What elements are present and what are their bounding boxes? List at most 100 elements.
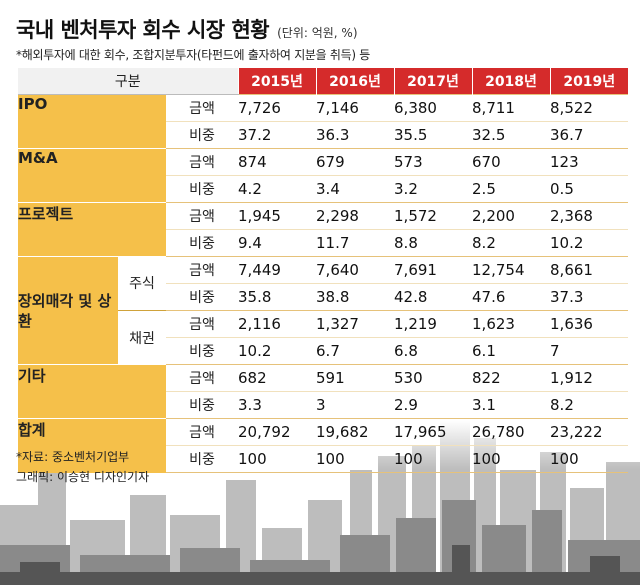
value-cell: 2,200 <box>472 202 551 230</box>
value-cell: 8,522 <box>550 94 629 122</box>
value-cell: 3.2 <box>394 175 473 203</box>
value-cell: 8,711 <box>472 94 551 122</box>
value-cell: 2,298 <box>316 202 395 230</box>
value-cell: 7,146 <box>316 94 395 122</box>
table-row: 비중 10.2 6.7 6.8 6.1 7 <box>18 337 629 365</box>
value-cell: 36.7 <box>550 121 629 149</box>
value-cell: 2.9 <box>394 391 473 419</box>
value-cell: 7,691 <box>394 256 473 284</box>
source-credit: *자료: 중소벤처기업부 <box>16 450 130 464</box>
value-cell: 10.2 <box>238 337 317 365</box>
metric-label: 비중 <box>166 121 239 149</box>
value-cell: 4.2 <box>238 175 317 203</box>
value-cell: 20,792 <box>238 418 317 446</box>
value-cell: 7,449 <box>238 256 317 284</box>
value-cell: 38.8 <box>316 283 395 311</box>
metric-label: 비중 <box>166 175 239 203</box>
metric-label: 비중 <box>166 391 239 419</box>
value-cell: 23,222 <box>550 418 629 446</box>
header-row: 구분 2015년 2016년 2017년 2018년 2019년 <box>18 68 629 95</box>
table-row: 합계 금액 20,792 19,682 17,965 26,780 23,222 <box>18 418 629 473</box>
subcategory-label: 주식 <box>118 256 166 311</box>
value-cell: 8.8 <box>394 229 473 257</box>
value-cell: 9.4 <box>238 229 317 257</box>
value-cell: 670 <box>472 148 551 176</box>
table-row: IPO 금액 7,726 7,146 6,380 8,711 8,522 <box>18 94 629 149</box>
graphic-credit: 그래픽: 이승현 디자인기자 <box>16 470 150 484</box>
table-row: M&A 금액 874 679 573 670 123 <box>18 148 629 203</box>
metric-label: 비중 <box>166 337 239 365</box>
metric-label: 비중 <box>166 229 239 257</box>
value-cell: 2.5 <box>472 175 551 203</box>
value-cell: 47.6 <box>472 283 551 311</box>
value-cell: 100 <box>238 445 317 473</box>
value-cell: 8,661 <box>550 256 629 284</box>
value-cell: 3.3 <box>238 391 317 419</box>
value-cell: 7 <box>550 337 629 365</box>
year-header: 2017년 <box>393 68 473 95</box>
value-cell: 6.1 <box>472 337 551 365</box>
value-cell: 679 <box>316 148 395 176</box>
value-cell: 530 <box>394 364 473 392</box>
category-label: 프로젝트 <box>18 202 166 257</box>
table-row: 채권 금액 2,116 1,327 1,219 1,623 1,636 <box>18 310 629 365</box>
metric-label: 금액 <box>166 148 239 176</box>
category-label: M&A <box>18 148 166 203</box>
value-cell: 100 <box>394 445 473 473</box>
value-cell: 11.7 <box>316 229 395 257</box>
value-cell: 35.8 <box>238 283 317 311</box>
value-cell: 7,726 <box>238 94 317 122</box>
value-cell: 123 <box>550 148 629 176</box>
table-row: 기타 금액 682 591 530 822 1,912 <box>18 364 629 419</box>
year-header: 2018년 <box>471 68 551 95</box>
value-cell: 3 <box>316 391 395 419</box>
data-table: 구분 2015년 2016년 2017년 2018년 2019년 IPO 금액 … <box>18 68 629 473</box>
page-title: 국내 벤처투자 회수 시장 현황 (단위: 억원, %) <box>16 14 358 44</box>
value-cell: 37.2 <box>238 121 317 149</box>
value-cell: 42.8 <box>394 283 473 311</box>
table-row: 비중 4.2 3.4 3.2 2.5 0.5 <box>18 175 629 203</box>
value-cell: 35.5 <box>394 121 473 149</box>
value-cell: 591 <box>316 364 395 392</box>
table-row: 장외매각 및 상환 주식 금액 7,449 7,640 7,691 12,754… <box>18 256 629 365</box>
metric-label: 금액 <box>166 364 239 392</box>
metric-label: 금액 <box>166 94 239 122</box>
value-cell: 682 <box>238 364 317 392</box>
title-text: 국내 벤처투자 회수 시장 현황 <box>16 18 270 42</box>
table-row: 비중 9.4 11.7 8.8 8.2 10.2 <box>18 229 629 257</box>
value-cell: 100 <box>316 445 395 473</box>
value-cell: 2,368 <box>550 202 629 230</box>
value-cell: 1,572 <box>394 202 473 230</box>
value-cell: 7,640 <box>316 256 395 284</box>
value-cell: 3.4 <box>316 175 395 203</box>
value-cell: 0.5 <box>550 175 629 203</box>
unit-label: (단위: 억원, %) <box>277 26 358 40</box>
metric-label: 금액 <box>166 418 239 446</box>
value-cell: 26,780 <box>472 418 551 446</box>
value-cell: 36.3 <box>316 121 395 149</box>
value-cell: 1,945 <box>238 202 317 230</box>
value-cell: 1,623 <box>472 310 551 338</box>
value-cell: 19,682 <box>316 418 395 446</box>
value-cell: 32.5 <box>472 121 551 149</box>
value-cell: 573 <box>394 148 473 176</box>
metric-label: 비중 <box>166 445 239 473</box>
year-header: 2015년 <box>237 68 317 95</box>
subcategory-label: 채권 <box>118 310 166 365</box>
footnote: *해외투자에 대한 회수, 조합지분투자(타펀드에 출자하여 지분을 취득) 등 <box>16 48 371 62</box>
category-label: 장외매각 및 상환 <box>18 256 118 365</box>
metric-label: 금액 <box>166 256 239 284</box>
category-label: 기타 <box>18 364 166 419</box>
value-cell: 6,380 <box>394 94 473 122</box>
value-cell: 100 <box>472 445 551 473</box>
value-cell: 17,965 <box>394 418 473 446</box>
value-cell: 1,912 <box>550 364 629 392</box>
year-header: 2016년 <box>315 68 395 95</box>
value-cell: 12,754 <box>472 256 551 284</box>
value-cell: 1,636 <box>550 310 629 338</box>
metric-label: 금액 <box>166 310 239 338</box>
metric-label: 금액 <box>166 202 239 230</box>
category-label: IPO <box>18 94 166 149</box>
value-cell: 2,116 <box>238 310 317 338</box>
year-header: 2019년 <box>549 68 629 95</box>
